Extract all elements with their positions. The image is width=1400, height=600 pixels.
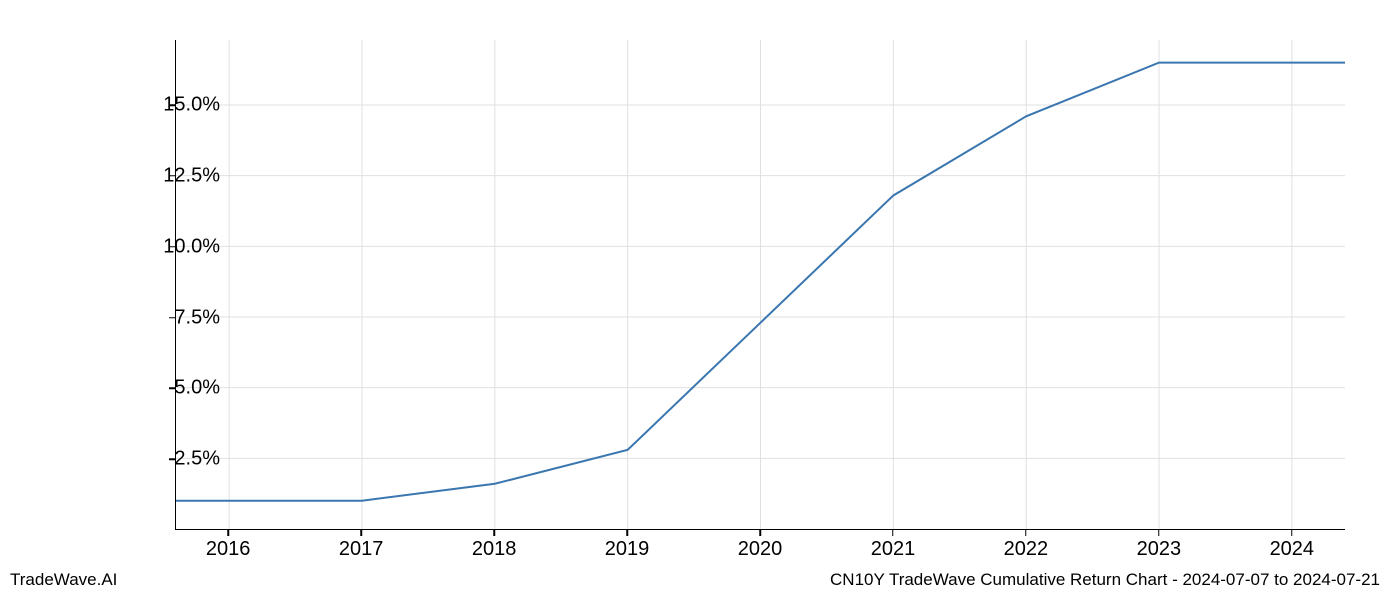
x-tick-mark <box>227 530 229 536</box>
x-tick-mark <box>493 530 495 536</box>
x-tick-label: 2021 <box>871 538 916 561</box>
y-tick-mark <box>169 104 175 106</box>
x-tick-label: 2024 <box>1270 538 1315 561</box>
footer-left-text: TradeWave.AI <box>10 570 117 590</box>
x-tick-mark <box>1025 530 1027 536</box>
y-tick-mark <box>169 317 175 319</box>
x-tick-label: 2023 <box>1137 538 1182 561</box>
chart-svg <box>176 40 1345 529</box>
plot-border <box>175 40 1345 530</box>
x-tick-mark <box>1291 530 1293 536</box>
y-tick-label: 7.5% <box>174 306 220 329</box>
x-tick-mark <box>892 530 894 536</box>
x-tick-label: 2016 <box>206 538 251 561</box>
x-tick-label: 2017 <box>339 538 384 561</box>
x-tick-label: 2019 <box>605 538 650 561</box>
y-tick-mark <box>169 175 175 177</box>
x-tick-label: 2018 <box>472 538 517 561</box>
x-tick-mark <box>360 530 362 536</box>
x-tick-mark <box>1158 530 1160 536</box>
x-tick-label: 2022 <box>1004 538 1049 561</box>
y-tick-mark <box>169 246 175 248</box>
x-tick-label: 2020 <box>738 538 783 561</box>
y-tick-label: 5.0% <box>174 377 220 400</box>
x-tick-mark <box>759 530 761 536</box>
footer-right-text: CN10Y TradeWave Cumulative Return Chart … <box>830 570 1380 590</box>
y-tick-mark <box>169 388 175 390</box>
chart-plot-area <box>175 40 1345 530</box>
x-tick-mark <box>626 530 628 536</box>
y-tick-mark <box>169 458 175 460</box>
y-tick-label: 2.5% <box>174 448 220 471</box>
